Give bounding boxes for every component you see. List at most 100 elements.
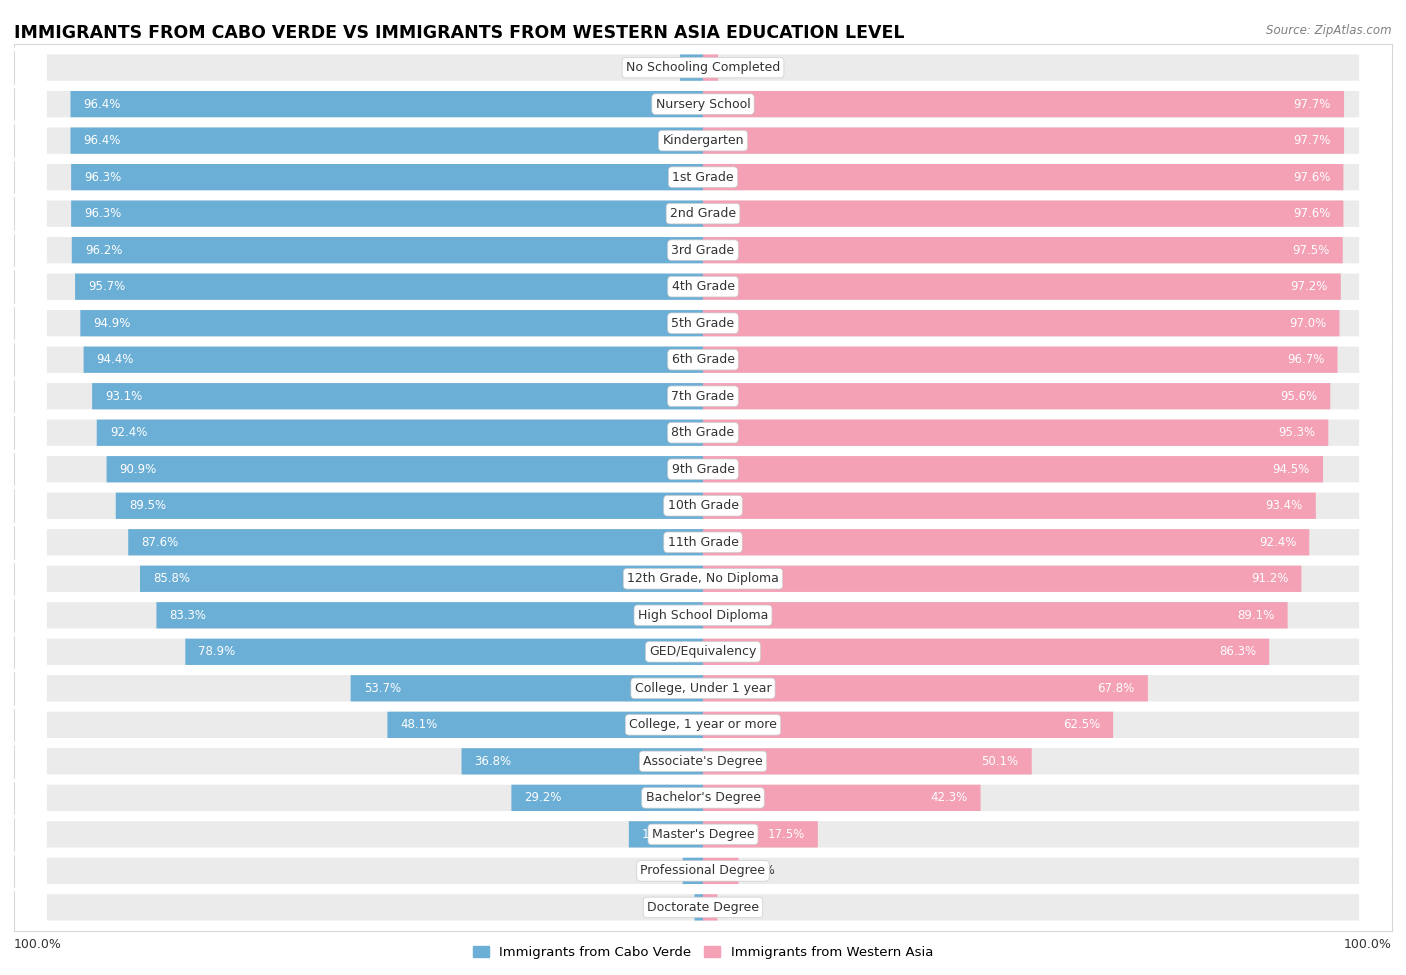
Text: 8th Grade: 8th Grade xyxy=(672,426,734,439)
Text: 97.7%: 97.7% xyxy=(1294,135,1331,147)
FancyBboxPatch shape xyxy=(46,748,1360,774)
FancyBboxPatch shape xyxy=(46,821,1360,847)
Text: 93.1%: 93.1% xyxy=(105,390,142,403)
Text: 3.5%: 3.5% xyxy=(644,61,673,74)
Text: 2.3%: 2.3% xyxy=(724,61,755,74)
FancyBboxPatch shape xyxy=(93,383,703,410)
Text: IMMIGRANTS FROM CABO VERDE VS IMMIGRANTS FROM WESTERN ASIA EDUCATION LEVEL: IMMIGRANTS FROM CABO VERDE VS IMMIGRANTS… xyxy=(14,24,904,42)
Text: Master's Degree: Master's Degree xyxy=(652,828,754,840)
Text: No Schooling Completed: No Schooling Completed xyxy=(626,61,780,74)
FancyBboxPatch shape xyxy=(46,419,1360,446)
Text: Kindergarten: Kindergarten xyxy=(662,135,744,147)
FancyBboxPatch shape xyxy=(46,237,1360,263)
FancyBboxPatch shape xyxy=(156,603,703,629)
Text: 85.8%: 85.8% xyxy=(153,572,190,585)
Text: 89.5%: 89.5% xyxy=(129,499,166,512)
Text: Bachelor's Degree: Bachelor's Degree xyxy=(645,792,761,804)
FancyBboxPatch shape xyxy=(46,894,1360,920)
FancyBboxPatch shape xyxy=(70,91,703,117)
FancyBboxPatch shape xyxy=(46,639,1360,665)
FancyBboxPatch shape xyxy=(703,821,818,847)
Text: 1.3%: 1.3% xyxy=(658,901,688,914)
FancyBboxPatch shape xyxy=(115,492,703,519)
Text: 96.4%: 96.4% xyxy=(83,98,121,110)
Text: 2nd Grade: 2nd Grade xyxy=(669,207,737,220)
FancyBboxPatch shape xyxy=(46,529,1360,556)
FancyBboxPatch shape xyxy=(46,128,1360,154)
FancyBboxPatch shape xyxy=(46,55,1360,81)
Text: Nursery School: Nursery School xyxy=(655,98,751,110)
FancyBboxPatch shape xyxy=(703,274,1341,300)
FancyBboxPatch shape xyxy=(128,529,703,556)
Text: 9th Grade: 9th Grade xyxy=(672,463,734,476)
FancyBboxPatch shape xyxy=(681,55,703,81)
FancyBboxPatch shape xyxy=(703,310,1340,336)
Text: 78.9%: 78.9% xyxy=(198,645,236,658)
Text: 91.2%: 91.2% xyxy=(1251,572,1288,585)
FancyBboxPatch shape xyxy=(141,566,703,592)
Text: 10th Grade: 10th Grade xyxy=(668,499,738,512)
Text: 7th Grade: 7th Grade xyxy=(672,390,734,403)
FancyBboxPatch shape xyxy=(703,492,1316,519)
FancyBboxPatch shape xyxy=(46,346,1360,372)
Text: Associate's Degree: Associate's Degree xyxy=(643,755,763,768)
FancyBboxPatch shape xyxy=(46,566,1360,592)
Text: 97.0%: 97.0% xyxy=(1289,317,1326,330)
FancyBboxPatch shape xyxy=(75,274,703,300)
FancyBboxPatch shape xyxy=(46,675,1360,701)
Text: 67.8%: 67.8% xyxy=(1098,682,1135,695)
FancyBboxPatch shape xyxy=(46,712,1360,738)
Text: 17.5%: 17.5% xyxy=(768,828,804,840)
FancyBboxPatch shape xyxy=(683,858,703,884)
FancyBboxPatch shape xyxy=(703,712,1114,738)
Text: 11th Grade: 11th Grade xyxy=(668,536,738,549)
Text: 97.2%: 97.2% xyxy=(1291,280,1327,293)
FancyBboxPatch shape xyxy=(72,164,703,190)
FancyBboxPatch shape xyxy=(703,603,1288,629)
FancyBboxPatch shape xyxy=(46,456,1360,483)
FancyBboxPatch shape xyxy=(46,164,1360,190)
Text: 83.3%: 83.3% xyxy=(170,608,207,622)
Text: 97.7%: 97.7% xyxy=(1294,98,1331,110)
FancyBboxPatch shape xyxy=(461,748,703,774)
FancyBboxPatch shape xyxy=(703,383,1330,410)
Text: 1st Grade: 1st Grade xyxy=(672,171,734,183)
FancyBboxPatch shape xyxy=(703,201,1343,227)
Text: 92.4%: 92.4% xyxy=(1258,536,1296,549)
FancyBboxPatch shape xyxy=(107,456,703,483)
FancyBboxPatch shape xyxy=(703,91,1344,117)
Text: 50.1%: 50.1% xyxy=(981,755,1018,768)
Text: 100.0%: 100.0% xyxy=(1344,938,1392,951)
Text: 36.8%: 36.8% xyxy=(475,755,512,768)
FancyBboxPatch shape xyxy=(46,201,1360,227)
FancyBboxPatch shape xyxy=(695,894,703,920)
Text: 29.2%: 29.2% xyxy=(524,792,562,804)
FancyBboxPatch shape xyxy=(46,383,1360,410)
FancyBboxPatch shape xyxy=(628,821,703,847)
Text: 95.6%: 95.6% xyxy=(1279,390,1317,403)
Text: 95.3%: 95.3% xyxy=(1278,426,1315,439)
Text: 97.5%: 97.5% xyxy=(1292,244,1330,256)
Text: College, 1 year or more: College, 1 year or more xyxy=(628,719,778,731)
Text: 96.2%: 96.2% xyxy=(84,244,122,256)
FancyBboxPatch shape xyxy=(703,858,738,884)
Text: 94.5%: 94.5% xyxy=(1272,463,1310,476)
Text: 6th Grade: 6th Grade xyxy=(672,353,734,367)
FancyBboxPatch shape xyxy=(46,858,1360,884)
Text: 100.0%: 100.0% xyxy=(14,938,62,951)
Text: 62.5%: 62.5% xyxy=(1063,719,1099,731)
FancyBboxPatch shape xyxy=(350,675,703,701)
FancyBboxPatch shape xyxy=(703,785,980,811)
FancyBboxPatch shape xyxy=(83,346,703,372)
FancyBboxPatch shape xyxy=(186,639,703,665)
FancyBboxPatch shape xyxy=(46,785,1360,811)
FancyBboxPatch shape xyxy=(703,128,1344,154)
FancyBboxPatch shape xyxy=(703,55,718,81)
FancyBboxPatch shape xyxy=(512,785,703,811)
FancyBboxPatch shape xyxy=(703,639,1270,665)
Text: 87.6%: 87.6% xyxy=(142,536,179,549)
FancyBboxPatch shape xyxy=(46,310,1360,336)
Text: 94.9%: 94.9% xyxy=(93,317,131,330)
FancyBboxPatch shape xyxy=(80,310,703,336)
Text: 86.3%: 86.3% xyxy=(1219,645,1256,658)
